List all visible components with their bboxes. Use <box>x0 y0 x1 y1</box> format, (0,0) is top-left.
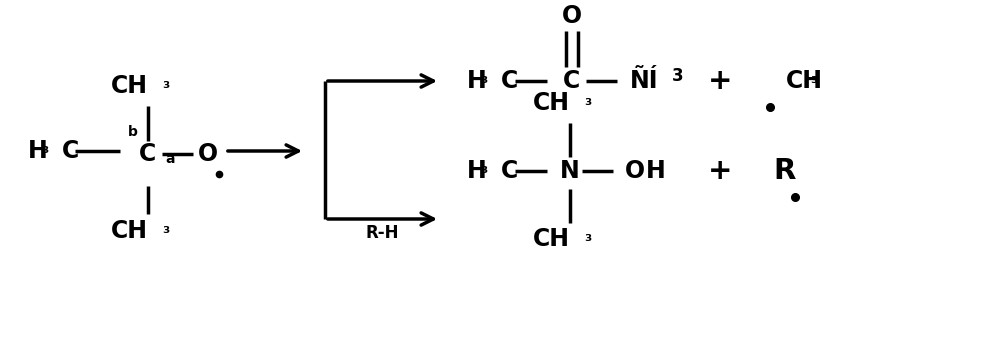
Text: ₃: ₃ <box>41 139 48 157</box>
Text: CH: CH <box>533 91 570 115</box>
Text: C: C <box>140 142 157 166</box>
Text: +: + <box>707 157 732 185</box>
Text: +: + <box>707 67 732 95</box>
Text: R: R <box>774 157 796 185</box>
Text: a: a <box>165 152 175 166</box>
Text: N: N <box>560 159 579 183</box>
Text: ₃: ₃ <box>162 219 169 237</box>
Text: b: b <box>128 125 138 139</box>
Text: ₃: ₃ <box>810 69 817 87</box>
Text: C: C <box>563 69 580 93</box>
Text: ÑÍ: ÑÍ <box>630 69 658 93</box>
Text: ₃: ₃ <box>584 91 591 109</box>
Text: ₃: ₃ <box>480 159 488 177</box>
Text: H: H <box>646 159 665 183</box>
Text: ₃: ₃ <box>162 74 169 92</box>
Text: H: H <box>467 69 487 93</box>
Text: O: O <box>561 4 582 28</box>
Text: H: H <box>467 159 487 183</box>
Text: CH: CH <box>111 219 148 243</box>
Text: O: O <box>625 159 645 183</box>
Text: R-H: R-H <box>366 224 399 242</box>
Text: CH: CH <box>111 74 148 98</box>
Text: C: C <box>501 69 518 93</box>
Text: C: C <box>501 159 518 183</box>
Text: CH: CH <box>533 227 570 251</box>
Text: H: H <box>28 139 48 163</box>
Text: ₃: ₃ <box>480 69 488 87</box>
Text: C: C <box>62 139 79 163</box>
Text: CH: CH <box>786 69 823 93</box>
Text: O: O <box>198 142 218 166</box>
Text: 3: 3 <box>672 67 683 85</box>
Text: ₃: ₃ <box>584 227 591 245</box>
